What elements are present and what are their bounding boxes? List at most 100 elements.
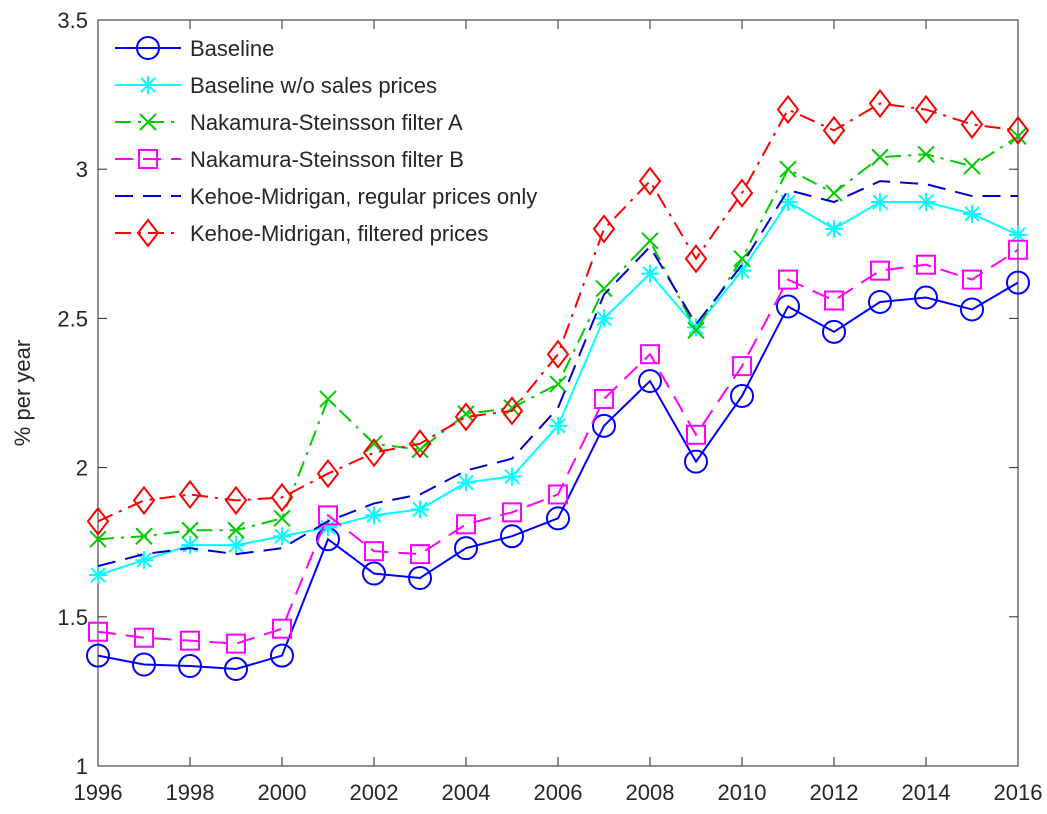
marker	[89, 530, 107, 548]
legend-marker	[139, 76, 157, 94]
marker	[732, 356, 752, 377]
marker	[364, 541, 384, 562]
marker	[916, 254, 936, 275]
marker	[86, 643, 110, 668]
x-tick-label: 1998	[166, 780, 215, 805]
marker	[914, 285, 938, 310]
marker	[410, 544, 430, 565]
marker	[227, 521, 245, 539]
marker	[641, 232, 659, 250]
legend-marker	[138, 149, 158, 169]
marker	[88, 621, 108, 642]
y-tick-label: 2.5	[57, 306, 88, 331]
marker	[502, 502, 522, 523]
marker	[868, 289, 892, 314]
marker	[454, 402, 478, 432]
marker	[227, 536, 245, 555]
marker	[272, 618, 292, 639]
marker	[500, 524, 524, 549]
marker	[224, 657, 248, 682]
marker	[546, 506, 570, 531]
marker	[549, 375, 567, 393]
marker	[270, 643, 294, 668]
x-tick-label: 2016	[994, 780, 1043, 805]
marker	[503, 467, 521, 486]
marker	[362, 561, 386, 586]
marker	[684, 449, 708, 474]
series-line	[97, 102, 1019, 523]
legend-marker	[136, 36, 160, 60]
marker	[730, 178, 754, 208]
marker	[963, 204, 981, 223]
marker	[962, 269, 982, 290]
legend-label: Baseline	[190, 36, 274, 61]
marker	[319, 390, 337, 408]
marker	[89, 566, 107, 585]
marker	[960, 109, 984, 140]
marker	[1009, 225, 1027, 244]
marker	[1006, 270, 1030, 295]
marker	[86, 506, 110, 536]
marker	[503, 399, 521, 417]
series-line	[97, 135, 1019, 541]
marker	[135, 527, 153, 545]
marker	[914, 94, 938, 125]
x-tick-label: 2010	[718, 780, 767, 805]
marker	[1008, 239, 1028, 260]
marker	[640, 344, 660, 365]
y-tick-label: 1	[76, 754, 88, 779]
marker	[456, 514, 476, 535]
marker	[181, 536, 199, 555]
marker	[365, 435, 383, 453]
y-axis-label: % per year	[10, 340, 35, 446]
marker	[592, 214, 616, 244]
marker	[135, 551, 153, 570]
marker	[226, 633, 246, 654]
series-line	[97, 281, 1019, 671]
legend-label: Nakamura-Steinsson filter A	[190, 110, 463, 135]
marker	[457, 473, 475, 492]
marker	[273, 527, 291, 546]
marker	[595, 279, 613, 298]
marker	[871, 193, 889, 212]
marker	[733, 250, 751, 268]
marker	[273, 509, 291, 528]
marker	[411, 500, 429, 519]
marker	[687, 318, 705, 337]
marker	[778, 269, 798, 290]
marker	[638, 166, 662, 196]
marker	[408, 429, 432, 459]
marker	[730, 383, 754, 408]
marker	[641, 264, 659, 283]
marker	[270, 482, 294, 513]
marker	[594, 388, 614, 409]
marker	[454, 536, 478, 561]
marker	[362, 438, 386, 468]
y-tick-label: 2	[76, 456, 88, 481]
marker	[963, 157, 981, 175]
legend-label: Baseline w/o sales prices	[190, 73, 437, 98]
marker	[408, 566, 432, 591]
plot-frame	[97, 19, 1019, 767]
legend-label: Kehoe-Midrigan, filtered prices	[190, 221, 488, 246]
marker	[178, 654, 202, 679]
x-tick-label: 2004	[442, 780, 491, 805]
y-tick-label: 1.5	[57, 605, 88, 630]
x-tick-label: 2006	[534, 780, 583, 805]
marker	[181, 521, 199, 539]
marker	[500, 396, 524, 426]
marker	[546, 339, 570, 369]
y-tick-label: 3.5	[57, 8, 88, 33]
marker	[319, 518, 337, 537]
marker	[134, 627, 154, 648]
marker	[1009, 127, 1027, 146]
marker	[733, 261, 751, 280]
marker	[687, 321, 705, 340]
series-line	[97, 180, 1018, 568]
marker	[871, 148, 889, 166]
marker	[824, 290, 844, 311]
marker	[316, 458, 340, 489]
marker	[318, 505, 338, 526]
marker	[178, 479, 202, 510]
